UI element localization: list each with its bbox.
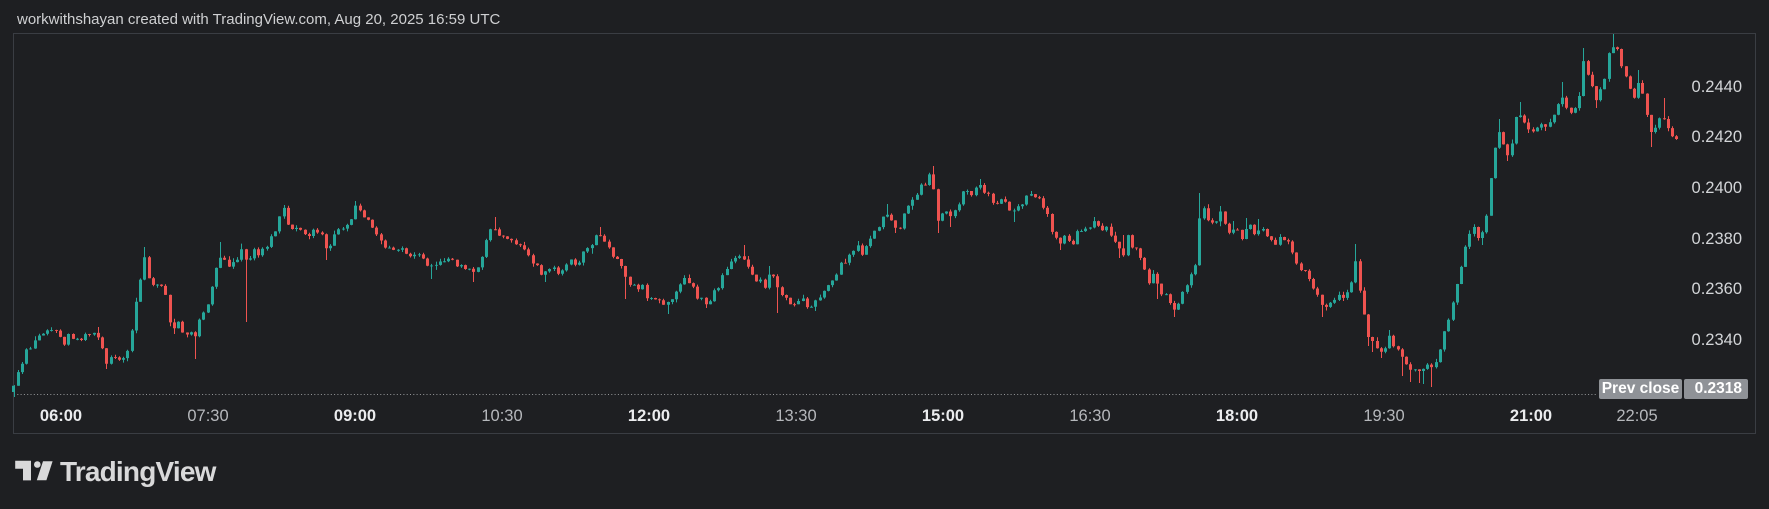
- svg-text:TradingView: TradingView: [60, 456, 217, 487]
